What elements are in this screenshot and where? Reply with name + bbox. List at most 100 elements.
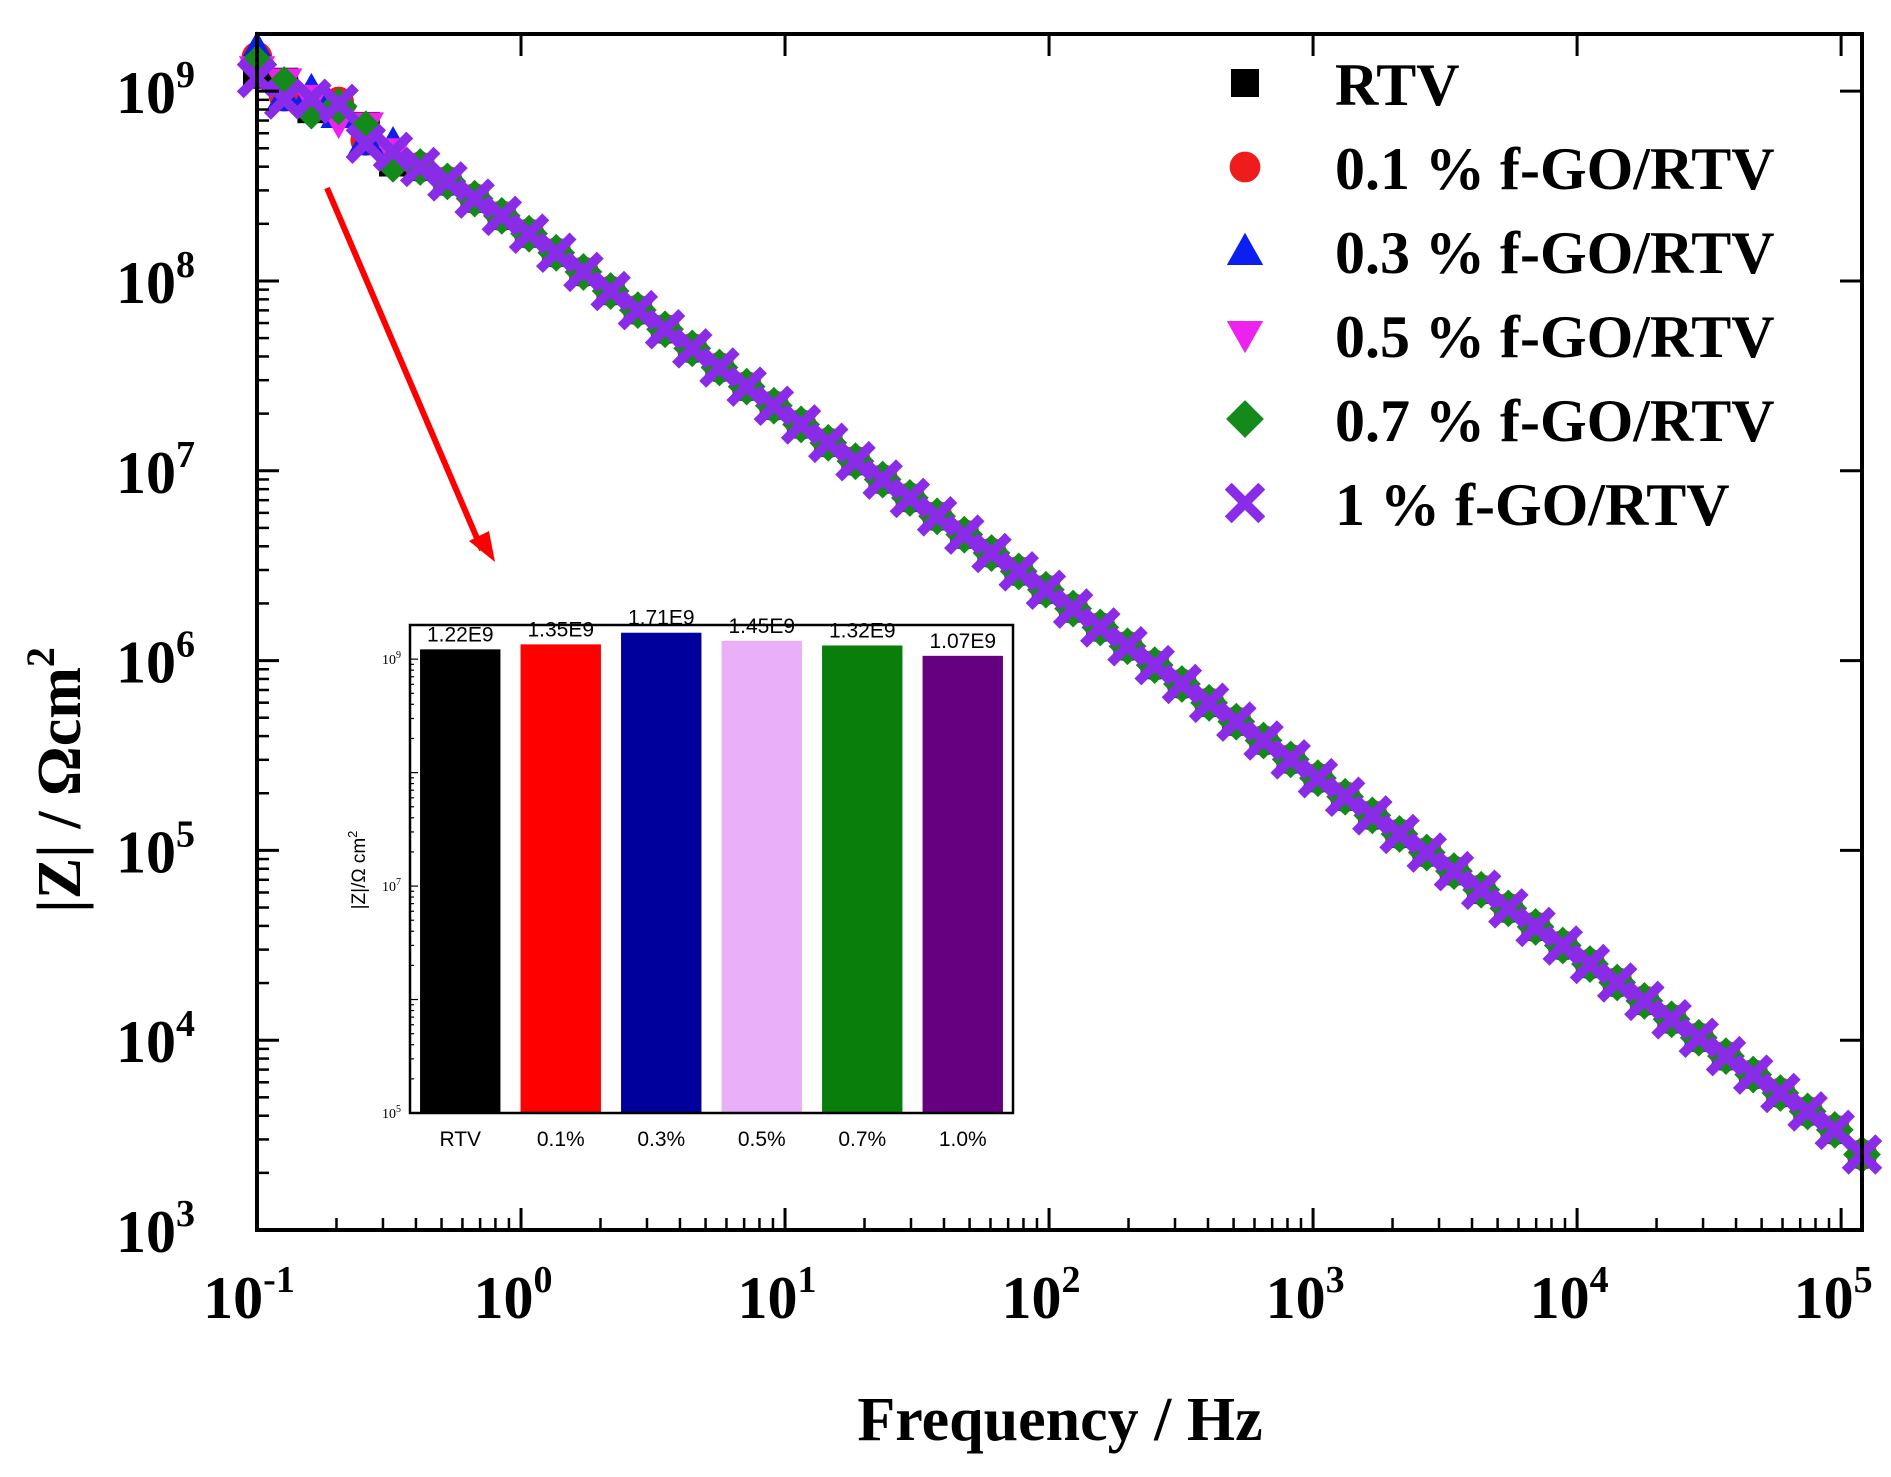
main-x-tick-label: 104 xyxy=(1530,1259,1609,1331)
data-point xyxy=(1216,701,1257,742)
main-y-tick-label: 109 xyxy=(116,54,195,126)
data-point xyxy=(1379,813,1420,855)
data-point xyxy=(590,270,631,312)
data-point xyxy=(1324,776,1366,818)
data-point xyxy=(1488,888,1529,929)
main-y-tick-label: 103 xyxy=(116,1193,195,1265)
data-point xyxy=(427,161,468,202)
main-y-tick-label: 106 xyxy=(116,624,195,696)
data-point xyxy=(1596,962,1638,1003)
inset-frame xyxy=(408,623,1015,1115)
data-point xyxy=(644,309,686,350)
series-5 xyxy=(236,57,1883,1175)
data-point xyxy=(345,123,387,164)
main-legend: RTV 0.1 % f-GO/RTV 0.3 % f-GO/RTV 0.5 % f-G… xyxy=(1224,52,1775,538)
main-y-axis-title-text: |Z| / Ωcm xyxy=(26,667,94,913)
data-point xyxy=(318,83,359,125)
inset-y-tick-label: 109 xyxy=(382,650,401,668)
inset-bar xyxy=(621,632,702,1113)
main-y-axis-title: |Z| / Ωcm2 xyxy=(18,647,94,913)
legend-marker xyxy=(1224,482,1266,524)
inset-bar-chart: 105 107 109 1.22E9 RTV 1.35E9 0.1% 1.71E9 0.3% 1… xyxy=(330,607,1050,1160)
data-point xyxy=(1760,1072,1801,1114)
data-point xyxy=(563,251,604,293)
inset-data-label: 1.22E9 xyxy=(427,623,494,646)
data-point xyxy=(1406,832,1448,873)
data-point xyxy=(1352,795,1393,836)
data-point xyxy=(753,385,795,427)
inset-bar xyxy=(520,644,601,1113)
main-plot: 10-1 100 101 102 103 104 105 103 104 105 106 107 10… xyxy=(18,31,1883,1454)
data-point xyxy=(1624,980,1665,1022)
data-point xyxy=(292,91,331,130)
data-point xyxy=(1433,850,1475,892)
data-point xyxy=(535,232,577,274)
data-point xyxy=(508,213,550,254)
svg-text:|Z| / Ωcm2: |Z| / Ωcm2 xyxy=(18,647,94,913)
data-point xyxy=(1705,1035,1747,1077)
main-x-tick-label: 102 xyxy=(1002,1259,1081,1331)
main-y-axis-title-sup: 2 xyxy=(18,647,63,667)
legend-label: 0.1 % f-GO/RTV xyxy=(1335,136,1775,202)
inset-bar xyxy=(822,645,903,1113)
main-plot-frame xyxy=(255,32,1864,1232)
inset-y-ticks: 105 107 109 xyxy=(382,624,418,1122)
inset-category-label: 0.1% xyxy=(537,1128,585,1151)
data-point xyxy=(1297,757,1339,799)
legend-marker xyxy=(1226,400,1264,438)
data-point xyxy=(1052,588,1094,629)
inset-data-label: 1.35E9 xyxy=(527,618,594,641)
data-point xyxy=(1243,720,1284,761)
inset-y-tick-label: 107 xyxy=(382,877,401,895)
data-point xyxy=(671,328,713,369)
data-point xyxy=(399,146,441,188)
main-y-ticks: 103 104 105 106 107 108 109 xyxy=(116,32,1862,1265)
inset-y-axis-title-sup: 2 xyxy=(345,831,360,838)
data-point xyxy=(726,366,767,407)
data-point xyxy=(835,440,876,482)
main-y-tick-label: 107 xyxy=(116,434,195,506)
main-x-tick-label: 10-1 xyxy=(203,1259,295,1331)
inset-data-label: 1.45E9 xyxy=(728,615,795,638)
data-point xyxy=(1515,906,1556,948)
data-point xyxy=(944,514,985,555)
inset-y-axis-title-unit: Ω cm xyxy=(349,838,370,883)
inset-data-label: 1.07E9 xyxy=(929,630,996,653)
inset-bar xyxy=(922,655,1003,1113)
main-x-tick-label: 101 xyxy=(738,1259,817,1331)
data-point xyxy=(808,422,849,464)
data-point xyxy=(1787,1091,1828,1132)
inset-bar xyxy=(721,640,802,1113)
data-point xyxy=(1161,663,1203,705)
data-point xyxy=(617,289,659,331)
main-y-tick-label: 104 xyxy=(116,1003,195,1075)
inset-category-label: 0.7% xyxy=(838,1128,886,1151)
data-point xyxy=(1134,644,1175,686)
inset-category-label: 0.5% xyxy=(738,1128,786,1151)
main-x-axis-title: Frequency / Hz xyxy=(857,1386,1262,1454)
data-point xyxy=(1651,999,1692,1040)
data-point xyxy=(971,532,1012,574)
inset-category-label: 0.3% xyxy=(637,1128,685,1151)
legend-label: 0.7 % f-GO/RTV xyxy=(1335,388,1775,454)
legend-marker xyxy=(1229,151,1261,183)
main-y-tick-label: 108 xyxy=(116,244,195,316)
inset-category-label: 1.0% xyxy=(939,1128,987,1151)
legend-label: RTV xyxy=(1335,52,1460,118)
inset-y-axis-title-text: |Z|/ xyxy=(349,882,370,909)
data-point xyxy=(1678,1017,1720,1059)
main-y-tick-label: 105 xyxy=(116,813,195,885)
data-point xyxy=(916,496,958,537)
data-point xyxy=(862,459,903,500)
main-x-tick-label: 100 xyxy=(474,1259,553,1331)
data-point xyxy=(454,178,495,219)
data-point xyxy=(372,131,414,173)
main-x-tick-label: 103 xyxy=(1266,1259,1345,1331)
inset-data-label: 1.71E9 xyxy=(628,607,695,630)
data-point xyxy=(699,347,740,388)
svg-text:|Z|/Ω cm2: |Z|/Ω cm2 xyxy=(345,831,370,910)
legend-label: 0.5 % f-GO/RTV xyxy=(1335,304,1775,370)
legend-marker xyxy=(1231,69,1259,97)
data-point xyxy=(1569,943,1611,985)
inset-arrow xyxy=(324,186,495,562)
